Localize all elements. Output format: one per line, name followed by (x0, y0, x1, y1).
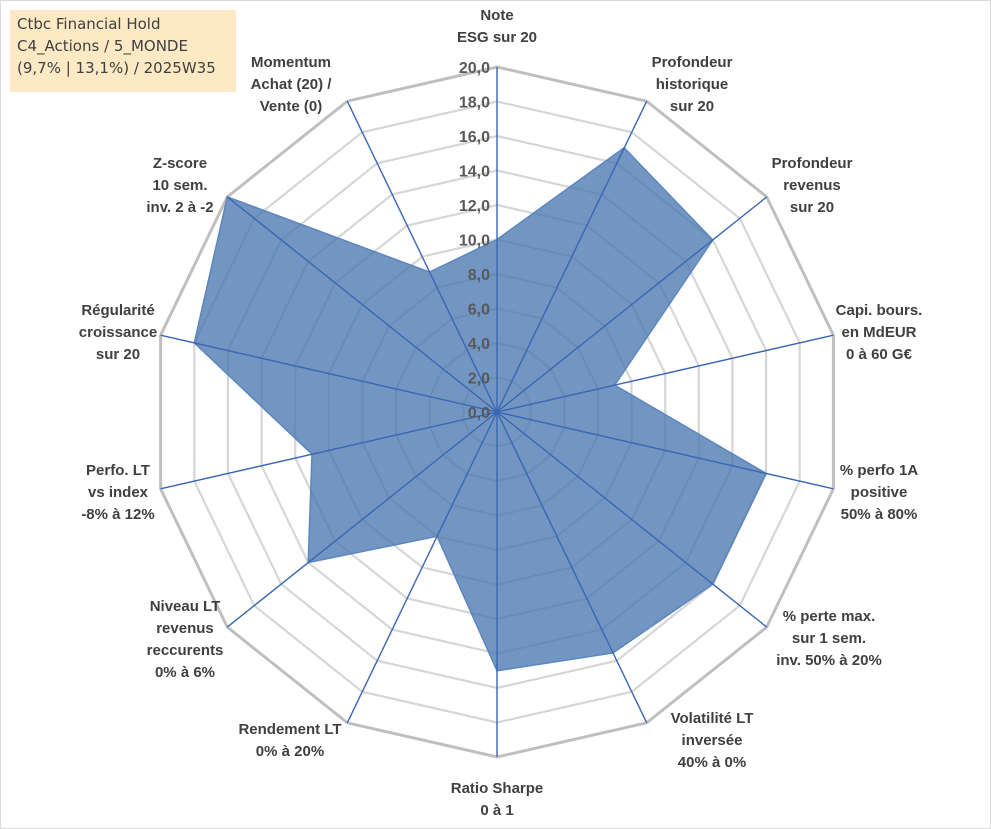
tick-label: 2,0 (468, 371, 490, 388)
title-line-1: Ctbc Financial Hold (17, 15, 161, 33)
spoke-line (160, 411, 498, 490)
spoke-line (346, 411, 498, 724)
spoke-line (346, 100, 498, 413)
tick-label: 16,0 (459, 129, 490, 146)
axis-label: Momentum Achat (20) / Vente (0) (251, 54, 333, 115)
axis-labels: Note ESG sur 20 Profondeur historique sur 20… (79, 7, 923, 819)
axis-label-line: 0 à 1 (480, 802, 513, 819)
tick-label: 8,0 (468, 267, 490, 284)
spoke-line (226, 196, 498, 413)
axis-label-line: Niveau LT (150, 598, 221, 615)
tick-labels: 0,0 2,0 4,0 6,0 8,0 10,0 12,0 14,0 16,0 18,0 20,0 (459, 60, 490, 422)
axis-label: Régularité croissance sur 20 (79, 302, 157, 363)
axis-label-line: Profondeur (772, 155, 853, 172)
axis-label-line: positive (851, 484, 908, 501)
spoke-line (496, 411, 834, 490)
axis-label-line: reccurents (147, 642, 224, 659)
axis-label-line: inv. 2 à -2 (146, 199, 213, 216)
title-line-2: C4_Actions / 5_MONDE (17, 37, 188, 55)
axis-label-line: Vente (0) (260, 98, 323, 115)
tick-label: 10,0 (459, 233, 490, 250)
spoke-line (160, 334, 498, 413)
axis-label-line: Profondeur (652, 54, 733, 71)
axis-label: Niveau LT revenus reccurents 0% à 6% (147, 598, 224, 681)
title-box: Ctbc Financial Hold C4_Actions / 5_MONDE… (10, 10, 236, 92)
tick-label: 4,0 (468, 336, 490, 353)
axis-label-line: 0 à 60 G€ (846, 346, 913, 363)
spoke-line (496, 411, 768, 628)
axis-label-line: ESG sur 20 (457, 29, 537, 46)
axis-label: Profondeur historique sur 20 (652, 54, 733, 115)
axis-label-line: Ratio Sharpe (451, 780, 544, 797)
tick-label: 14,0 (459, 164, 490, 181)
axis-label-line: Momentum (251, 54, 331, 71)
axis-label-line: en MdEUR (842, 324, 917, 341)
axis-label-line: sur 20 (96, 346, 140, 363)
axis-label: Note ESG sur 20 (457, 7, 537, 46)
spoke-line (496, 196, 768, 413)
axis-label-line: inv. 50% à 20% (776, 652, 882, 669)
axis-label: Ratio Sharpe 0 à 1 (451, 780, 544, 819)
spoke-line (496, 100, 648, 413)
axis-label-line: sur 20 (790, 199, 834, 216)
axis-label-line: 50% à 80% (841, 506, 918, 523)
axis-label: % perte max. sur 1 sem. inv. 50% à 20% (776, 608, 882, 669)
axis-label-line: Capi. bours. (836, 302, 923, 319)
axis-label: Z-score 10 sem. inv. 2 à -2 (146, 155, 213, 216)
axis-label-line: Volatilité LT (671, 710, 754, 727)
axis-label-line: vs index (88, 484, 149, 501)
axis-label: Perfo. LT vs index -8% à 12% (81, 462, 154, 523)
axis-label: % perfo 1A positive 50% à 80% (840, 462, 919, 523)
axis-label-line: % perte max. (783, 608, 876, 625)
axis-label-line: Note (480, 7, 513, 24)
tick-label: 12,0 (459, 198, 490, 215)
axis-label-line: Rendement LT (238, 721, 341, 738)
axis-label-line: 10 sem. (152, 177, 207, 194)
axis-label-line: 0% à 6% (155, 664, 215, 681)
axis-label-line: Régularité (81, 302, 154, 319)
axis-label-line: revenus (783, 177, 841, 194)
spoke-line (496, 334, 834, 413)
tick-label: 20,0 (459, 60, 490, 77)
tick-label: 6,0 (468, 302, 490, 319)
axis-label-line: sur 20 (670, 98, 714, 115)
axis-label-line: Perfo. LT (86, 462, 150, 479)
tick-label: 0,0 (468, 405, 490, 422)
axis-label-line: inversée (682, 732, 743, 749)
axis-label-line: revenus (156, 620, 214, 637)
axis-label: Rendement LT 0% à 20% (238, 721, 341, 760)
axis-label: Capi. bours. en MdEUR 0 à 60 G€ (836, 302, 923, 363)
axis-label: Profondeur revenus sur 20 (772, 155, 853, 216)
title-line-3: (9,7% | 13,1%) / 2025W35 (17, 59, 216, 77)
axis-label-line: Z-score (153, 155, 207, 172)
axis-label-line: sur 1 sem. (792, 630, 866, 647)
axis-label-line: 0% à 20% (256, 743, 324, 760)
axis-label-line: Achat (20) / (251, 76, 333, 93)
axis-label-line: croissance (79, 324, 157, 341)
spoke-line (226, 411, 498, 628)
tick-label: 18,0 (459, 95, 490, 112)
spoke-line (496, 411, 648, 724)
axis-label: Volatilité LT inversée 40% à 0% (671, 710, 754, 771)
spokes (160, 67, 834, 757)
axis-label-line: 40% à 0% (678, 754, 746, 771)
axis-label-line: -8% à 12% (81, 506, 154, 523)
axis-label-line: % perfo 1A (840, 462, 919, 479)
axis-label-line: historique (656, 76, 729, 93)
